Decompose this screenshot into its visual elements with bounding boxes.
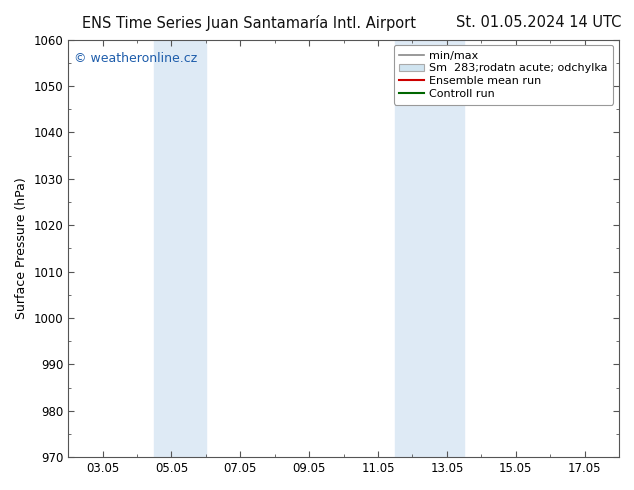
Legend: min/max, Sm  283;rodatn acute; odchylka, Ensemble mean run, Controll run: min/max, Sm 283;rodatn acute; odchylka, … xyxy=(394,45,614,104)
Bar xyxy=(395,40,430,457)
Text: St. 01.05.2024 14 UTC: St. 01.05.2024 14 UTC xyxy=(456,15,622,30)
Bar xyxy=(154,40,206,457)
Text: ENS Time Series Juan Santamaría Intl. Airport: ENS Time Series Juan Santamaría Intl. Ai… xyxy=(82,15,417,31)
Bar xyxy=(430,40,464,457)
Text: © weatheronline.cz: © weatheronline.cz xyxy=(74,52,197,65)
Y-axis label: Surface Pressure (hPa): Surface Pressure (hPa) xyxy=(15,177,28,319)
